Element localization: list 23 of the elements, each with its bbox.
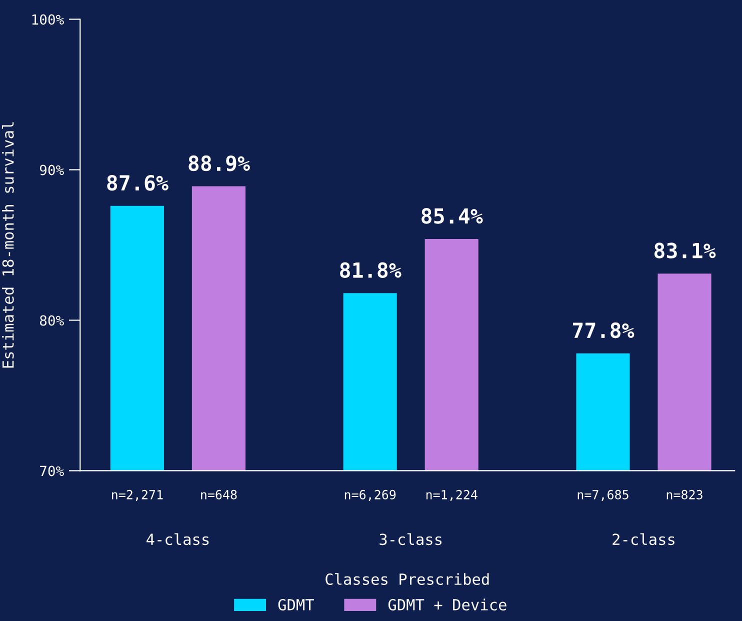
y-tick-label: 100% <box>32 14 64 25</box>
text: n=648 <box>201 490 237 500</box>
x-tick-label: 2-class <box>612 533 674 546</box>
text: n=7,685 <box>578 490 628 501</box>
text: n=2,271 <box>112 490 163 501</box>
y-tick-label: 90% <box>40 164 64 176</box>
x-axis-title: Classes Prescribed <box>326 573 489 585</box>
y-axis-title: Estimated 18-month survival <box>2 122 14 368</box>
legend-label: GDMT + Device <box>388 598 506 610</box>
x-tick-label: 3-class <box>380 533 442 546</box>
y-tick-label: 80% <box>40 315 64 326</box>
text: 81.8% <box>340 262 402 278</box>
legend-label: GDMT <box>278 598 314 610</box>
text: n=6,269 <box>344 490 396 501</box>
text: 83.1% <box>654 242 716 258</box>
text: n=1,224 <box>426 490 478 501</box>
text: 77.8% <box>573 322 634 338</box>
text: n=823 <box>666 490 702 500</box>
y-tick-label: 70% <box>40 466 64 476</box>
x-tick-label: 4-class <box>146 533 209 546</box>
text: 87.6% <box>107 174 168 191</box>
text: 85.4% <box>422 208 483 224</box>
text: 88.9% <box>188 155 250 172</box>
